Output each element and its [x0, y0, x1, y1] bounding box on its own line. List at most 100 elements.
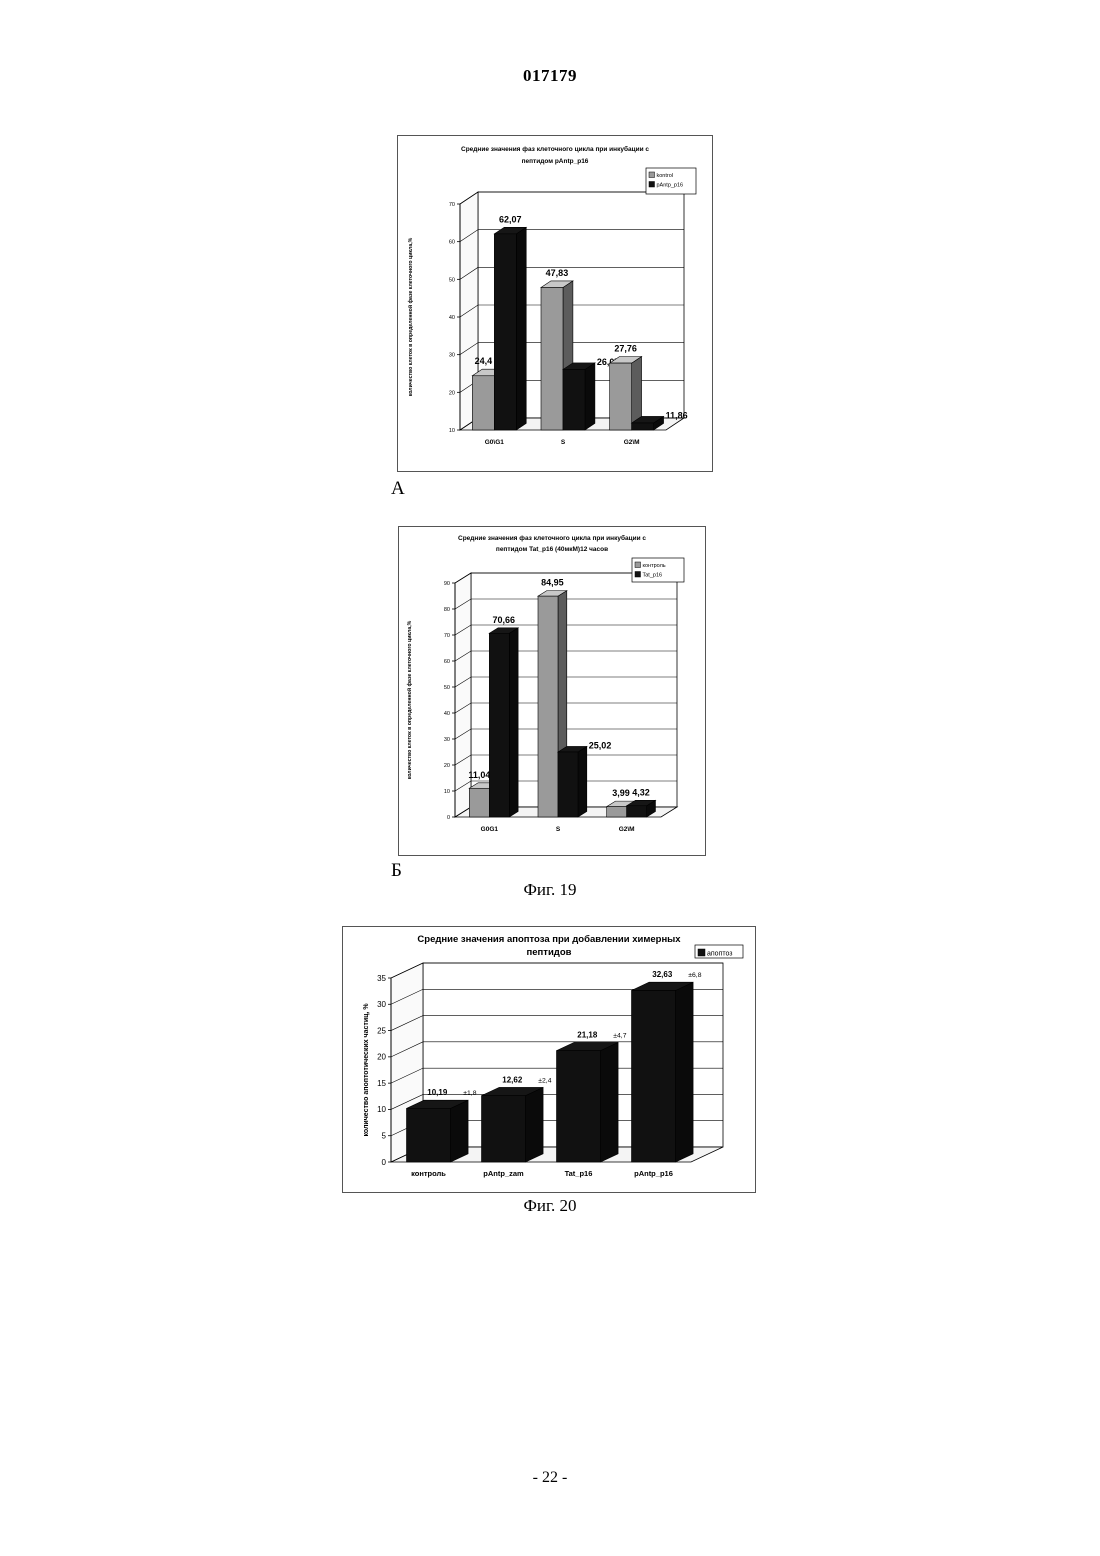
error-label: ±2,4 [538, 1077, 551, 1084]
side-wall [455, 573, 471, 817]
bar [494, 234, 516, 430]
y-axis-label: количество клеток в определенной фазе кл… [406, 620, 413, 779]
legend-swatch [698, 949, 705, 956]
chart-title-line: пептидом Tat_p16 (40мкМ)12 часов [496, 546, 608, 553]
y-tick-label: 0 [447, 815, 450, 821]
data-label: 10,19 [427, 1088, 448, 1097]
legend-label: Tat_p16 [643, 573, 663, 579]
figure-19-caption: Фиг. 19 [0, 880, 1100, 900]
data-label: 21,18 [577, 1030, 598, 1039]
bar-side [585, 363, 595, 430]
data-label: 4,32 [632, 787, 650, 797]
category-label: G2\M [624, 439, 640, 446]
category-label: S [561, 439, 566, 446]
y-tick-label: 20 [444, 763, 450, 769]
y-tick-label: 60 [444, 659, 450, 665]
chart-19b: Средние значения фаз клеточного цикла пр… [399, 527, 705, 855]
data-label: 84,95 [541, 578, 564, 588]
y-tick-label: 70 [444, 633, 450, 639]
y-axis-label: количество апоптотических частиц, % [363, 1003, 370, 1137]
bar [469, 788, 489, 817]
category-label: G0G1 [481, 826, 499, 833]
y-tick-label: 20 [449, 390, 455, 396]
y-tick-label: 50 [444, 685, 450, 691]
chart-19a-frame: Средние значения фаз клеточного цикла пр… [397, 135, 713, 472]
chart-19a: Средние значения фаз клеточного цикла пр… [398, 136, 712, 471]
chart-title-line: пептидом pAntp_p16 [522, 158, 589, 165]
bar-side [676, 982, 694, 1162]
chart-title-line: Средние значения апоптоза при добавлении… [417, 934, 681, 945]
bar [558, 752, 578, 817]
data-label: 11,86 [666, 410, 688, 420]
data-label: 3,99 [612, 788, 630, 798]
y-tick-label: 80 [444, 607, 450, 613]
legend-swatch [649, 172, 655, 178]
data-label: 62,07 [499, 214, 522, 224]
y-tick-label: 10 [449, 428, 455, 434]
y-tick-label: 15 [377, 1079, 386, 1088]
y-tick-label: 0 [382, 1158, 387, 1167]
data-label: 47,83 [546, 268, 569, 278]
data-label: 12,62 [502, 1075, 523, 1084]
y-tick-label: 5 [382, 1132, 387, 1141]
y-tick-label: 25 [377, 1026, 386, 1035]
bar [632, 423, 654, 430]
error-label: ±4,7 [613, 1032, 626, 1039]
chart-19b-frame: Средние значения фаз клеточного цикла пр… [398, 526, 706, 856]
bar-side [516, 227, 526, 430]
error-label: ±1,8 [463, 1090, 476, 1097]
chart-20: Средние значения апоптоза при добавлении… [343, 927, 755, 1192]
category-label: S [556, 826, 561, 833]
document-number: 017179 [0, 66, 1100, 86]
data-label: 25,02 [589, 740, 612, 750]
page-number: - 22 - [0, 1469, 1100, 1487]
data-label: 27,76 [614, 344, 637, 354]
bar [541, 288, 563, 430]
y-tick-label: 30 [449, 353, 455, 359]
chart-20-frame: Средние значения апоптоза при добавлении… [342, 926, 756, 1193]
bar-side [451, 1100, 469, 1162]
data-label: 32,63 [652, 970, 673, 979]
bar-side [601, 1042, 619, 1162]
data-label: 11,04 [468, 770, 490, 780]
legend-swatch [635, 562, 641, 568]
chart-title-line: пептидов [527, 947, 572, 958]
bar [489, 633, 509, 817]
legend-swatch [635, 572, 641, 578]
data-label: 24,4 [475, 356, 493, 366]
y-tick-label: 10 [444, 789, 450, 795]
category-label: G0\G1 [485, 439, 505, 446]
panel-letter-b: Б [391, 860, 402, 882]
bar-side [526, 1087, 544, 1162]
category-label: Tat_p16 [565, 1169, 593, 1178]
bar [557, 1051, 601, 1162]
category-label: контроль [411, 1169, 446, 1178]
category-label: G2\M [619, 826, 635, 833]
y-axis-label: количество клеток в определенной фазе кл… [407, 237, 414, 396]
chart-title-line: Средние значения фаз клеточного цикла пр… [458, 534, 646, 542]
bar [538, 596, 558, 817]
bar-side [578, 746, 587, 817]
bar [482, 1096, 526, 1162]
y-tick-label: 20 [377, 1053, 386, 1062]
panel-letter-a: А [391, 478, 405, 500]
y-tick-label: 10 [377, 1105, 386, 1114]
y-tick-label: 70 [449, 202, 455, 208]
y-tick-label: 50 [449, 277, 455, 283]
legend-label: контроль [643, 563, 666, 569]
data-label: 70,66 [492, 615, 515, 625]
category-label: pAntp_p16 [634, 1169, 673, 1178]
legend-swatch [649, 182, 655, 188]
bar-side [509, 628, 518, 817]
chart-title-line: Средние значения фаз клеточного цикла пр… [461, 145, 649, 153]
bar [607, 807, 627, 817]
bar [472, 376, 494, 430]
y-tick-label: 60 [449, 240, 455, 246]
legend-label: kontrol [657, 173, 674, 179]
y-tick-label: 40 [444, 711, 450, 717]
legend-label: pAntp_p16 [657, 183, 684, 189]
figure-20-caption: Фиг. 20 [0, 1196, 1100, 1216]
y-tick-label: 30 [377, 1000, 386, 1009]
bar [610, 363, 632, 430]
category-label: pAntp_zam [483, 1169, 524, 1178]
